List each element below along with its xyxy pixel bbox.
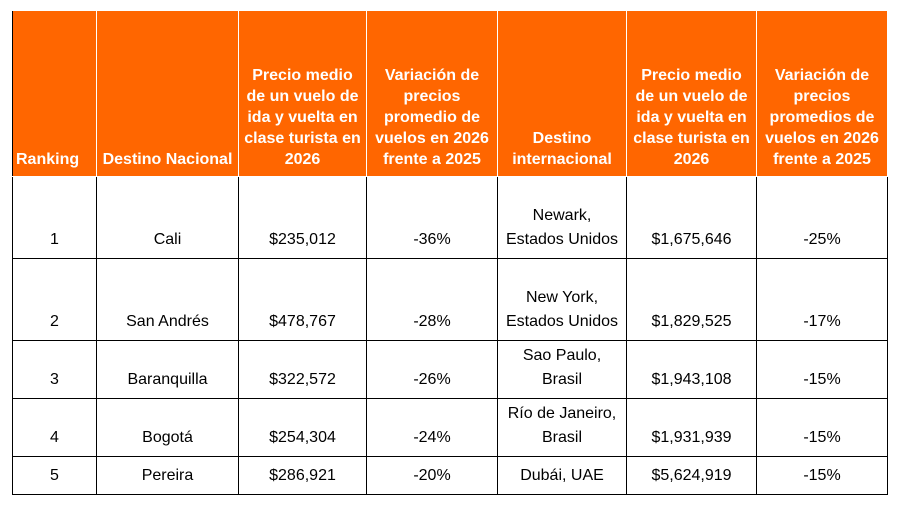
header-cell: Precio medio de un vuelo de ida y vuelta…	[626, 10, 757, 177]
table-cell: $286,921	[238, 456, 367, 495]
table-cell: 3	[12, 340, 97, 399]
table-cell: $1,943,108	[626, 340, 757, 399]
table-cell: San Andrés	[96, 258, 239, 341]
table-cell: 5	[12, 456, 97, 495]
header-cell: Variación de precios promedio de vuelos …	[366, 10, 498, 177]
table-cell: $5,624,919	[626, 456, 757, 495]
table-cell: New York, Estados Unidos	[497, 258, 627, 341]
table-cell: Río de Janeiro, Brasil	[497, 398, 627, 457]
table-cell: -26%	[366, 340, 498, 399]
table-row: 2 San Andrés $478,767 -28% New York, Estados…	[12, 258, 888, 341]
table-cell: $322,572	[238, 340, 367, 399]
table-cell: Bogotá	[96, 398, 239, 457]
table-cell: -17%	[756, 258, 888, 341]
table-header: Ranking Destino Nacional Precio medio de u…	[12, 10, 888, 177]
table-cell: -24%	[366, 398, 498, 457]
table-cell: -25%	[756, 176, 888, 259]
table-cell: Baranquilla	[96, 340, 239, 399]
table-row: 4 Bogotá $254,304 -24% Río de Janeiro, Brasi…	[12, 398, 888, 457]
table-cell: $235,012	[238, 176, 367, 259]
table-row: 1 Cali $235,012 -36% Newark, Estados Unidos $…	[12, 176, 888, 259]
header-cell: Destino Nacional	[96, 10, 239, 177]
table-cell: -15%	[756, 456, 888, 495]
table-cell: Sao Paulo, Brasil	[497, 340, 627, 399]
table-cell: -36%	[366, 176, 498, 259]
table-cell: $1,931,939	[626, 398, 757, 457]
table-cell: $1,829,525	[626, 258, 757, 341]
table-cell: -15%	[756, 340, 888, 399]
table-cell: $254,304	[238, 398, 367, 457]
table-body: 1 Cali $235,012 -36% Newark, Estados Unidos $…	[12, 176, 888, 495]
table-row: 5 Pereira $286,921 -20% Dubái, UAE $5,624,919…	[12, 456, 888, 495]
header-cell: Precio medio de un vuelo de ida y vuelta…	[238, 10, 367, 177]
header-row: Ranking Destino Nacional Precio medio de u…	[12, 10, 888, 177]
flight-price-table: Ranking Destino Nacional Precio medio de u…	[12, 10, 888, 495]
table-cell: -20%	[366, 456, 498, 495]
table-cell: 2	[12, 258, 97, 341]
header-cell: Ranking	[12, 10, 97, 177]
table-cell: 1	[12, 176, 97, 259]
table-cell: $1,675,646	[626, 176, 757, 259]
table-cell: Dubái, UAE	[497, 456, 627, 495]
table-cell: $478,767	[238, 258, 367, 341]
table-cell: -15%	[756, 398, 888, 457]
table-cell: -28%	[366, 258, 498, 341]
table-cell: 4	[12, 398, 97, 457]
header-cell: Variación de precios promedios de vuelos…	[756, 10, 888, 177]
table-cell: Pereira	[96, 456, 239, 495]
table-cell: Newark, Estados Unidos	[497, 176, 627, 259]
table-row: 3 Baranquilla $322,572 -26% Sao Paulo, Brasi…	[12, 340, 888, 399]
table-cell: Cali	[96, 176, 239, 259]
header-cell: Destino internacional	[497, 10, 627, 177]
